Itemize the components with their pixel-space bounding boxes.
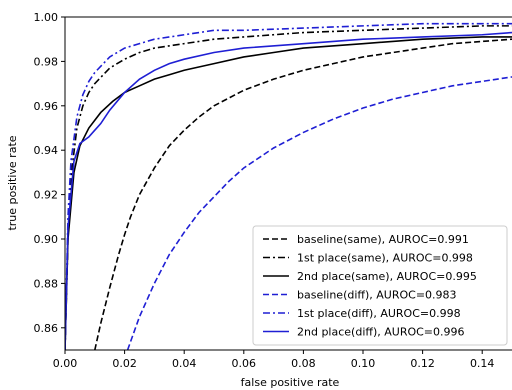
axes-layer: 0.00 0.02 0.04 0.06 0.08 0.10 0.12 0.14 0.86 0.88…	[34, 11, 512, 370]
series-line-6	[65, 31, 512, 350]
legend-label-3: 2nd place(same), AUROC=0.995	[297, 270, 477, 283]
legend-label-2: 1st place(same), AUROC=0.998	[297, 252, 473, 265]
y-axis-label: true positive rate	[6, 135, 19, 230]
x-tick-label: 0.06	[232, 357, 257, 370]
y-tick-label: 0.88	[34, 277, 59, 290]
legend-label-1: baseline(same), AUROC=0.991	[297, 233, 469, 246]
y-tick-label: 0.96	[34, 100, 59, 113]
x-tick-label: 0.04	[172, 357, 197, 370]
series-line-5	[65, 22, 512, 350]
x-axis-label: false positive rate	[241, 376, 340, 389]
legend-label-6: 2nd place(diff), AUROC=0.996	[297, 326, 465, 339]
legend: baseline(same), AUROC=0.991 1st place(sam…	[252, 225, 508, 346]
legend-box	[252, 225, 508, 346]
x-tick-label: 0.12	[410, 357, 435, 370]
series-line-1	[94, 38, 512, 350]
y-tick-label: 0.90	[34, 233, 59, 246]
x-tick-label: 0.00	[53, 357, 78, 370]
x-tick-label: 0.08	[291, 357, 316, 370]
legend-label-4: baseline(diff), AUROC=0.983	[297, 289, 457, 302]
x-tick-label: 0.10	[351, 357, 376, 370]
series-line-2	[65, 25, 512, 350]
x-tick-label: 0.02	[112, 357, 137, 370]
y-tick-label: 1.00	[34, 11, 59, 24]
series-layer	[65, 22, 512, 350]
legend-label-5: 1st place(diff), AUROC=0.998	[297, 307, 461, 320]
y-tick-label: 0.86	[34, 322, 59, 335]
y-tick-label: 0.94	[34, 144, 59, 157]
y-tick-label: 0.98	[34, 55, 59, 68]
x-tick-label: 0.14	[470, 357, 495, 370]
series-line-4	[126, 76, 512, 350]
y-tick-label: 0.92	[34, 189, 59, 202]
